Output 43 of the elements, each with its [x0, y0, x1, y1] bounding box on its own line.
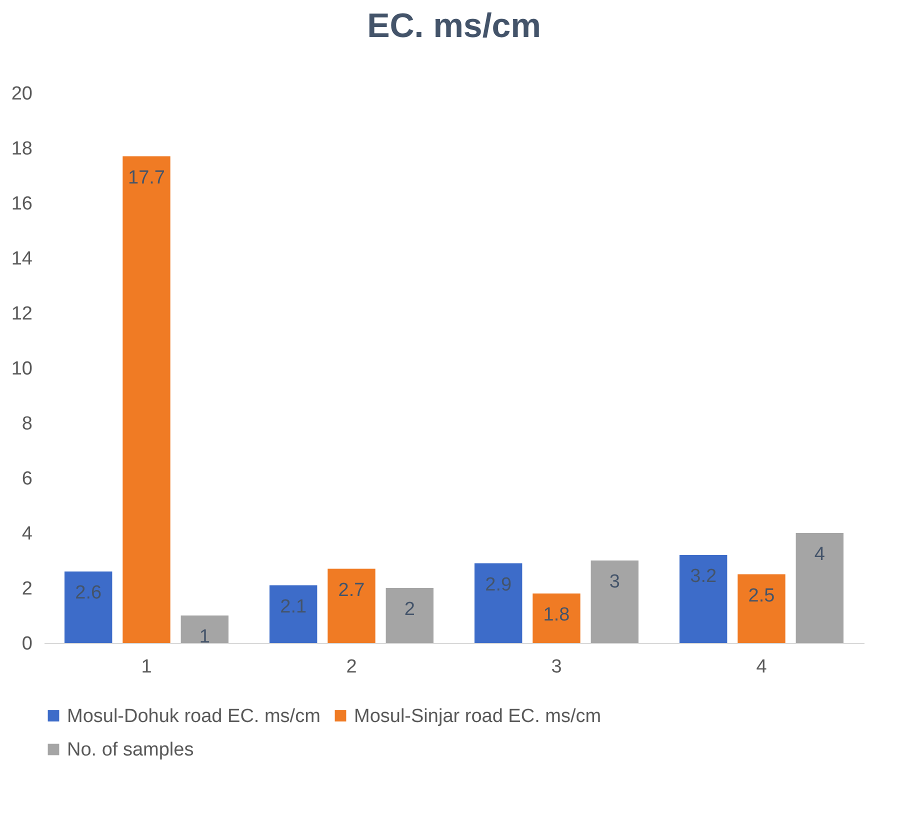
legend-label: Mosul-Dohuk road EC. ms/cm: [67, 706, 320, 727]
y-tick-label: 6: [22, 468, 32, 490]
y-tick-label: 4: [22, 524, 33, 544]
y-tick-label: 2: [22, 578, 32, 600]
bar: [270, 585, 318, 643]
data-label: 3: [609, 572, 620, 592]
data-label: 17.7: [128, 167, 165, 188]
legend-label: Mosul-Sinjar road EC. ms/cm: [354, 706, 602, 727]
bar: [122, 156, 170, 643]
y-tick-label: 10: [11, 358, 32, 380]
chart-title: EC. ms/cm: [367, 7, 541, 45]
bar: [680, 555, 728, 643]
bar: [64, 572, 112, 643]
x-tick-label: 1: [141, 656, 152, 678]
bar: [386, 588, 434, 643]
data-label: 3.2: [690, 566, 717, 587]
legend-label: No. of samples: [67, 740, 194, 760]
data-label: 2.9: [485, 574, 512, 596]
bar: [532, 594, 580, 643]
y-tick-label: 12: [11, 304, 32, 324]
bar: [796, 533, 844, 643]
data-label: 2.6: [75, 582, 102, 604]
data-label: 2: [404, 599, 415, 620]
x-tick-label: 4: [756, 656, 768, 678]
y-tick-label: 0: [22, 634, 32, 654]
bar: [590, 560, 638, 643]
data-label: 2.1: [280, 596, 307, 618]
data-label: 4: [814, 544, 826, 565]
bar: [474, 563, 522, 643]
data-label: 2.7: [338, 580, 365, 601]
bar: [738, 574, 786, 643]
y-tick-label: 18: [11, 138, 32, 160]
bar: [328, 568, 376, 643]
data-label: 1: [199, 626, 210, 648]
data-label: 2.5: [748, 585, 775, 606]
y-tick-label: 14: [11, 248, 33, 270]
x-tick-label: 2: [346, 656, 357, 678]
y-tick-label: 8: [22, 414, 32, 434]
y-tick-label: 20: [11, 84, 32, 104]
bar: [180, 616, 228, 643]
x-tick-label: 3: [551, 656, 562, 678]
data-label: 1.8: [543, 604, 570, 626]
y-tick-label: 16: [11, 194, 32, 214]
